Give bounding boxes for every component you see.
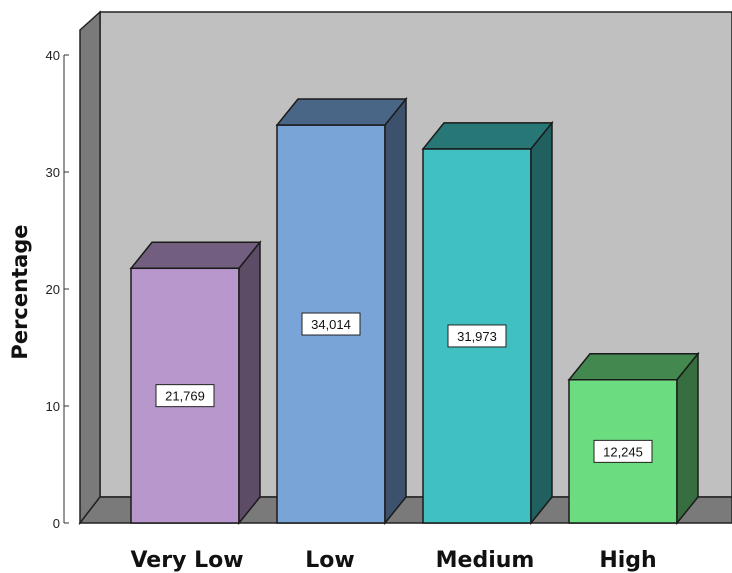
y-axis-ticks: 0 10 20 30 40: [46, 48, 69, 531]
bar: 12,245: [567, 351, 700, 526]
bar: 34,014: [275, 96, 408, 526]
y-axis-title: Percentage: [8, 224, 32, 359]
bar-side-face: [676, 351, 699, 526]
x-category-label: Medium: [436, 548, 535, 573]
x-category-label: Low: [305, 548, 354, 573]
data-label: 12,245: [603, 444, 643, 459]
bar: 21,769: [129, 240, 262, 526]
y-tick-label: 0: [53, 516, 60, 531]
data-label: 34,014: [311, 317, 351, 332]
bar: 31,973: [421, 120, 554, 526]
bar-side-face: [530, 120, 553, 526]
bars-group: 21,769 34,014 31,973 12,245: [129, 96, 700, 526]
data-label-box: [593, 439, 653, 463]
bar-top-face: [129, 241, 262, 270]
bar-top-face: [275, 98, 408, 126]
y-tick-label: 20: [46, 282, 60, 297]
data-label: 21,769: [165, 389, 205, 404]
bar-side-face: [384, 96, 407, 526]
x-category-label: Very Low: [130, 548, 243, 573]
data-label-box: [447, 324, 507, 348]
bar-top-face: [421, 122, 554, 150]
data-label-box: [155, 384, 215, 408]
bar-top-face: [567, 352, 700, 381]
x-category-label: High: [599, 548, 656, 573]
bar-side-face: [238, 240, 261, 526]
y-tick-label: 30: [46, 165, 60, 180]
chart-side-wall: [79, 10, 101, 526]
y-tick-label: 10: [46, 399, 60, 414]
y-tick-label: 40: [46, 48, 60, 63]
category-labels: Very Low Low Medium High: [130, 548, 656, 573]
data-label: 31,973: [457, 329, 497, 344]
data-label-box: [301, 312, 361, 336]
